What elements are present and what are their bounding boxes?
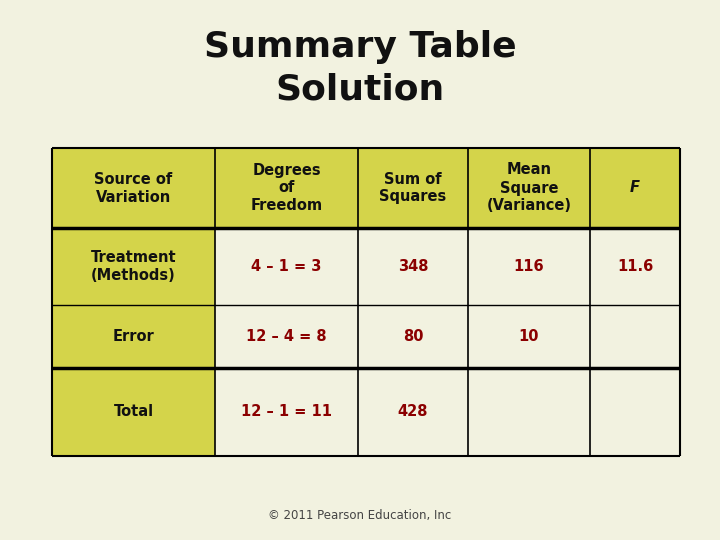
Text: 10: 10 [518,329,539,344]
Text: Solution: Solution [275,72,445,106]
Text: 4 – 1 = 3: 4 – 1 = 3 [251,259,322,274]
Text: Source of
Variation: Source of Variation [94,172,173,205]
Text: 11.6: 11.6 [617,259,653,274]
Text: 428: 428 [397,404,428,420]
Text: 12 – 4 = 8: 12 – 4 = 8 [246,329,327,344]
Text: 116: 116 [513,259,544,274]
Text: F: F [630,180,640,195]
Text: 80: 80 [402,329,423,344]
Text: Degrees
of
Freedom: Degrees of Freedom [251,163,323,213]
Text: Summary Table: Summary Table [204,30,516,64]
Text: 348: 348 [397,259,428,274]
Text: Error: Error [112,329,154,344]
Text: © 2011 Pearson Education, Inc: © 2011 Pearson Education, Inc [269,510,451,523]
Text: Total: Total [114,404,153,420]
Text: 12 – 1 = 11: 12 – 1 = 11 [241,404,332,420]
Text: Sum of
Squares: Sum of Squares [379,172,446,205]
Text: Treatment
(Methods): Treatment (Methods) [91,250,176,283]
Text: Mean
Square
(Variance): Mean Square (Variance) [487,163,572,213]
